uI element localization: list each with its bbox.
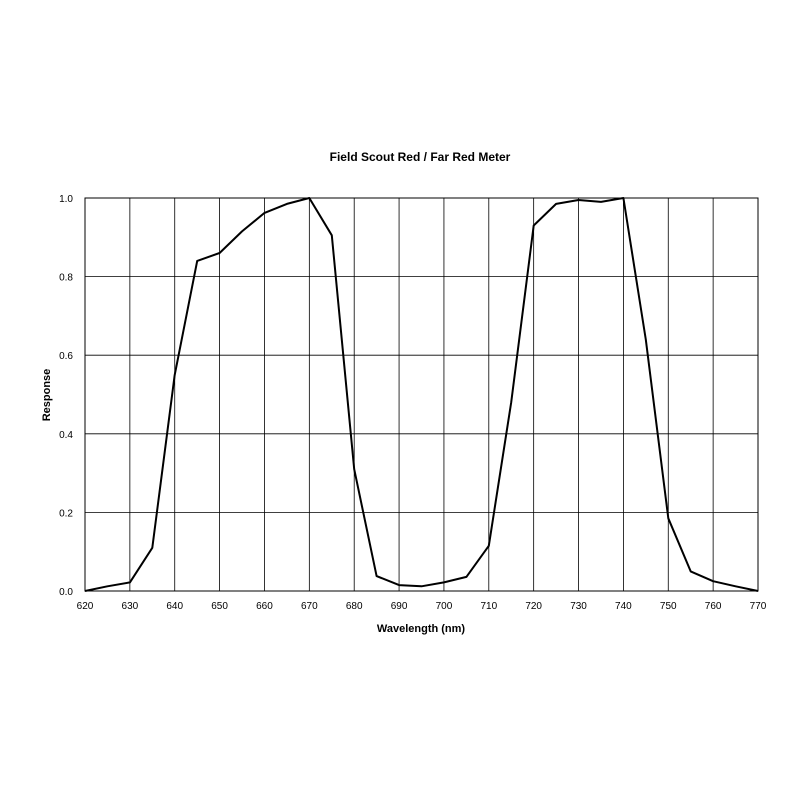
response-series-line <box>84 197 759 592</box>
x-tick-label: 680 <box>346 601 363 612</box>
chart-title: Field Scout Red / Far Red Meter <box>330 150 511 164</box>
y-axis-ticks: 0.0 0.2 0.4 0.6 0.8 1.0 <box>59 194 73 598</box>
y-tick-label: 0.0 <box>59 587 73 598</box>
x-axis-label: Wavelength (nm) <box>377 623 466 635</box>
y-tick-label: 0.6 <box>59 351 73 362</box>
grid <box>84 197 759 592</box>
x-tick-label: 720 <box>525 601 542 612</box>
series-group <box>84 197 759 592</box>
y-tick-label: 1.0 <box>59 194 73 205</box>
x-tick-label: 670 <box>301 601 318 612</box>
x-tick-label: 730 <box>570 601 587 612</box>
x-tick-label: 690 <box>391 601 408 612</box>
x-tick-label: 770 <box>750 601 767 612</box>
x-tick-label: 640 <box>166 601 183 612</box>
x-axis-ticks: 620 630 640 650 660 670 680 690 700 710 720 730 740 7… <box>77 601 767 612</box>
y-axis-label: Response <box>41 369 53 422</box>
x-tick-label: 760 <box>705 601 722 612</box>
y-tick-label: 0.8 <box>59 273 73 284</box>
x-tick-label: 750 <box>660 601 677 612</box>
y-tick-label: 0.2 <box>59 508 73 519</box>
x-tick-label: 660 <box>256 601 273 612</box>
plot-area <box>84 197 759 592</box>
x-tick-label: 700 <box>436 601 453 612</box>
x-tick-label: 710 <box>480 601 497 612</box>
y-tick-label: 0.4 <box>59 430 73 441</box>
x-tick-label: 630 <box>122 601 139 612</box>
x-tick-label: 740 <box>615 601 632 612</box>
x-tick-label: 620 <box>77 601 94 612</box>
x-tick-label: 650 <box>211 601 228 612</box>
